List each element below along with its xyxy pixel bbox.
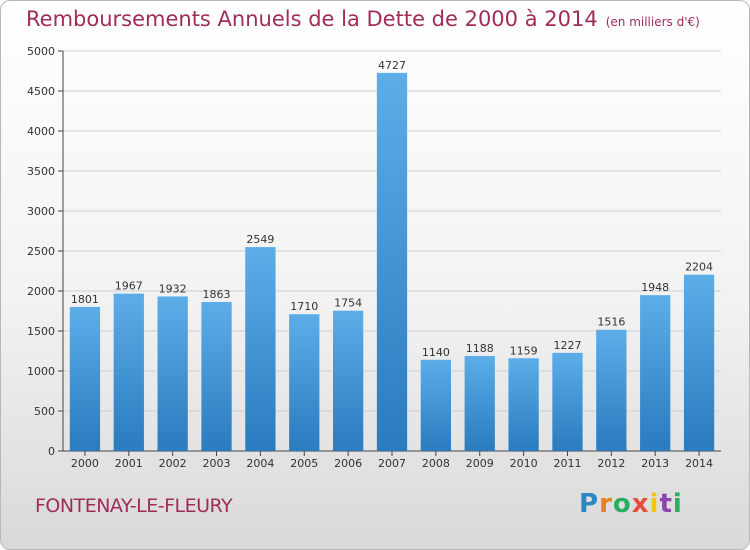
data-label: 1754 [334,297,362,310]
x-tick-label: 2004 [246,457,274,470]
bar [640,295,671,451]
y-tick-label: 2500 [27,245,55,258]
logo-letter: P [579,489,600,519]
logo-letter: o [612,489,632,519]
chart-title-text: Remboursements Annuels de la Dette de 20… [26,7,598,31]
bars [69,72,715,451]
y-tick-label: 500 [34,405,55,418]
y-tick-label: 2000 [27,285,55,298]
x-tick-label: 2011 [553,457,581,470]
data-label: 1140 [422,346,450,359]
bar [464,355,495,451]
y-tick-label: 4000 [27,125,55,138]
logo-letter: t [659,489,673,519]
data-label: 1948 [641,281,669,294]
bar [332,310,364,451]
data-label: 1932 [159,282,187,295]
x-tick-label: 2007 [378,457,406,470]
data-label: 1227 [553,339,581,352]
logo-letter: x [631,489,650,519]
logo-letter: i [672,489,683,519]
city-name: FONTENAY-LE-FLEURY [35,495,233,517]
bar [201,301,232,451]
x-tick-label: 2012 [597,457,625,470]
x-tick-label: 2003 [203,457,231,470]
data-label: 1863 [203,288,231,301]
x-tick-label: 2014 [685,457,713,470]
x-tick-label: 2009 [466,457,494,470]
data-label: 2204 [685,261,713,274]
y-tick-label: 4500 [27,85,55,98]
data-labels: 1801 1967 1932 1863 2549 1710 1754 4727 1140 1188… [71,59,713,359]
data-label: 1967 [115,280,143,293]
bar [683,274,715,451]
data-label: 2549 [246,233,274,246]
y-tick-label: 1000 [27,365,55,378]
bar [376,72,408,451]
y-tick-label: 5000 [27,45,55,58]
bar [420,359,452,451]
proxiti-logo: Proxiti [579,489,683,519]
bar [245,247,276,451]
bar [596,329,627,451]
data-label: 1710 [290,300,318,313]
data-label: 1159 [510,344,538,357]
y-tick-label: 3500 [27,165,55,178]
data-label: 1188 [466,342,494,355]
bar [113,293,144,451]
data-label: 4727 [378,59,406,72]
y-tick-label: 1500 [27,325,55,338]
chart-subtitle: (en milliers d'€) [605,15,700,29]
x-tick-label: 2006 [334,457,362,470]
x-tick-label: 2001 [115,457,143,470]
data-label: 1801 [71,293,99,306]
x-tick-label: 2002 [159,457,187,470]
bar [157,296,188,451]
data-label: 1516 [597,316,625,329]
logo-letter: i [649,489,660,519]
logo-letter: r [599,489,613,519]
x-tick-label: 2013 [641,457,669,470]
x-tick-label: 2000 [71,457,99,470]
bar [289,314,320,451]
y-tick-label: 0 [48,445,55,458]
bar [69,306,101,451]
chart-title: Remboursements Annuels de la Dette de 20… [26,7,700,31]
x-tick-label: 2010 [510,457,538,470]
y-tick-label: 3000 [27,205,55,218]
bar [552,352,583,451]
bar [508,358,539,451]
x-tick-label: 2008 [422,457,450,470]
x-tick-label: 2005 [290,457,318,470]
axes: 0 500 1000 1500 2000 2500 3000 3500 4000 4500 5000… [27,45,721,470]
